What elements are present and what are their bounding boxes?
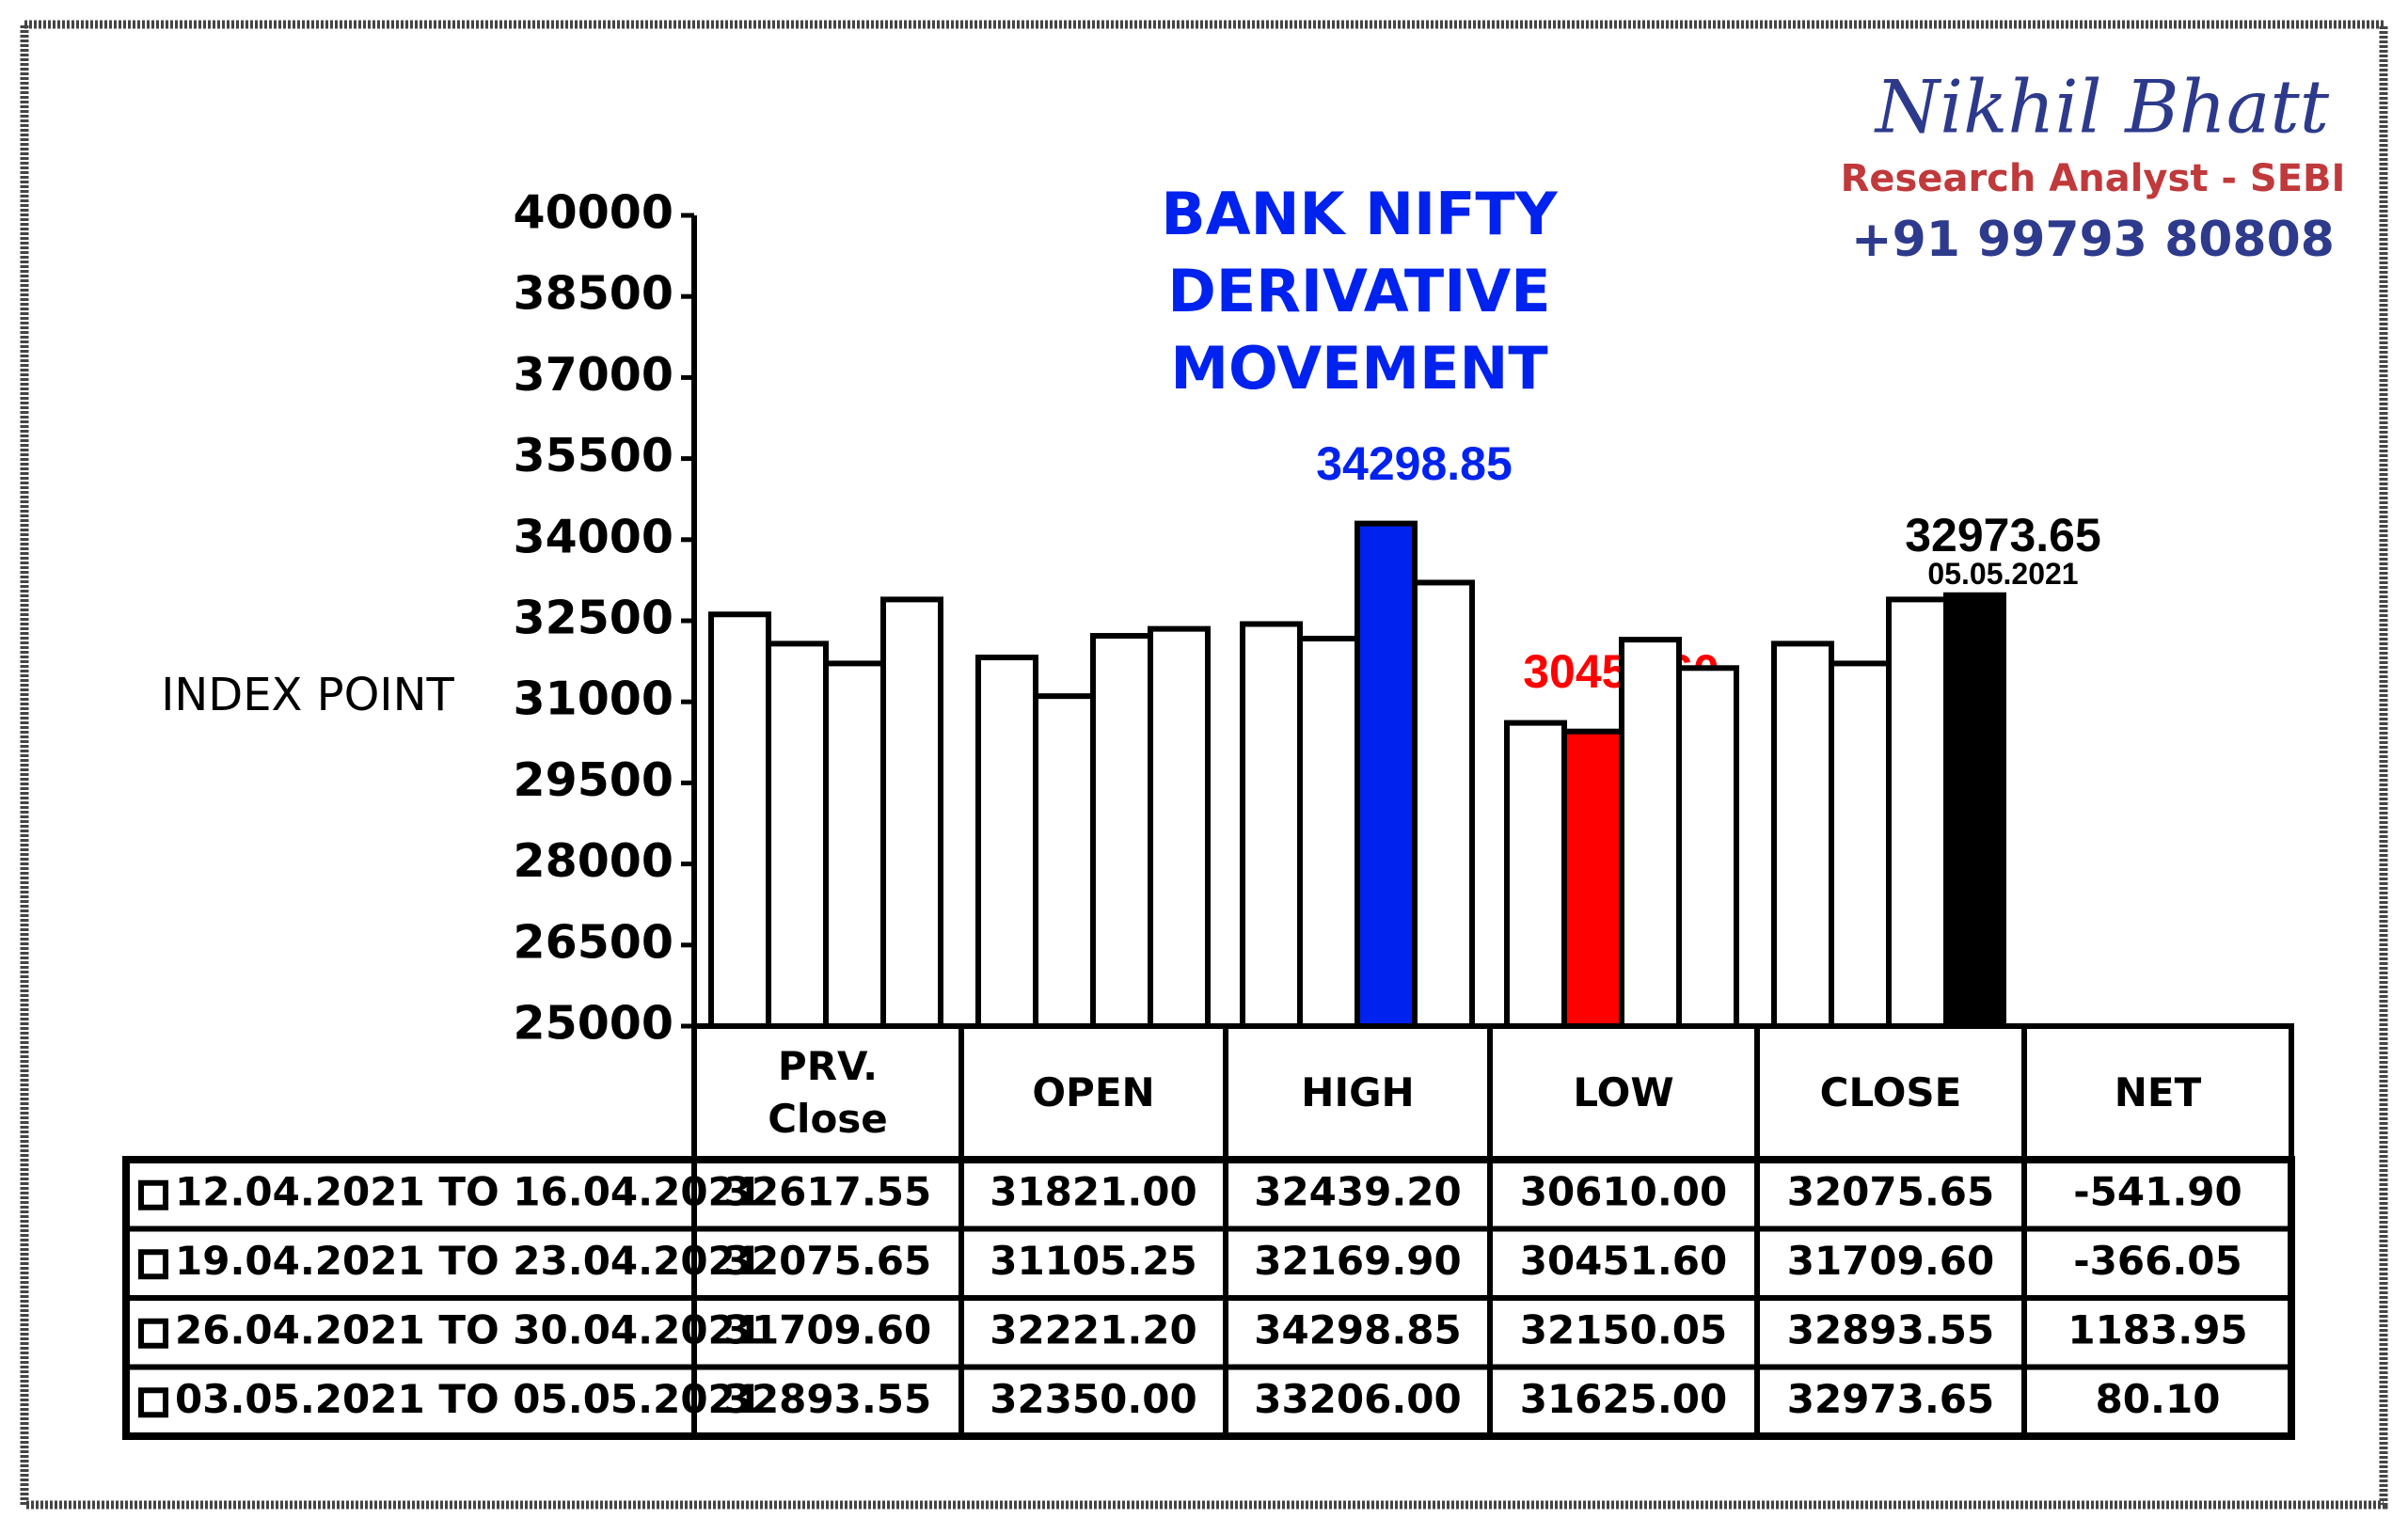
callout-date: 05.05.2021 <box>1927 557 2078 591</box>
bar <box>975 655 1038 1029</box>
table-value: 32439.20 <box>1254 1168 1462 1214</box>
table-value: 32169.90 <box>1254 1238 1462 1284</box>
author-name: Nikhil Bhatt <box>1874 66 2330 150</box>
legend-swatch <box>138 1249 168 1280</box>
row-label: 26.04.2021 TO 30.04.2021 <box>175 1306 763 1352</box>
table-value: 32617.55 <box>724 1168 932 1214</box>
y-axis-label: INDEX POINT <box>161 669 454 721</box>
y-tick-label: 34000 <box>514 510 673 563</box>
table-value: 32221.20 <box>990 1306 1197 1352</box>
table-value: 31709.60 <box>724 1306 932 1352</box>
column-header: PRV. Close <box>768 1043 888 1142</box>
y-tick-label: 31000 <box>514 672 673 726</box>
column-header: OPEN <box>1032 1069 1155 1115</box>
bar <box>1148 625 1211 1029</box>
legend-swatch <box>138 1387 168 1418</box>
column-header: NET <box>2114 1069 2202 1115</box>
table-value: 1183.95 <box>2067 1306 2247 1352</box>
y-tick-label: 38500 <box>514 267 673 321</box>
table-value: 32350.00 <box>990 1376 1197 1422</box>
bar <box>880 596 943 1029</box>
chart-title: BANK NIFTY DERIVATIVE MOVEMENT <box>1161 180 1558 403</box>
table-value: 31709.60 <box>1787 1238 1995 1284</box>
bar <box>1771 640 1834 1029</box>
callout-label: 32973.65 <box>1905 509 2101 561</box>
table-value: 32075.65 <box>724 1238 932 1284</box>
author-phone: +91 99793 80808 <box>1851 212 2335 268</box>
table-value: 30451.60 <box>1520 1238 1728 1284</box>
column-header: HIGH <box>1301 1069 1415 1115</box>
bar <box>1943 592 2006 1029</box>
bar <box>1412 579 1475 1029</box>
table-value: 80.10 <box>2096 1376 2221 1422</box>
bar <box>1297 635 1360 1029</box>
table-value: 31105.25 <box>990 1238 1197 1284</box>
y-tick-label: 37000 <box>514 348 673 402</box>
bar <box>1829 660 1892 1029</box>
bar <box>1090 633 1153 1030</box>
y-tick-label: 28000 <box>514 834 673 888</box>
table-value: -541.90 <box>2073 1168 2242 1214</box>
table-value: 32150.05 <box>1520 1306 1728 1352</box>
y-tick-label: 29500 <box>514 753 673 807</box>
table-value: 32893.55 <box>724 1376 932 1422</box>
bar <box>1561 728 1624 1029</box>
table-value: 32075.65 <box>1787 1168 1995 1214</box>
table-value: 31821.00 <box>990 1168 1197 1214</box>
bar <box>1504 720 1567 1029</box>
author-role: Research Analyst - SEBI <box>1841 157 2346 200</box>
table-value: -366.05 <box>2073 1238 2242 1284</box>
table-value: 31625.00 <box>1520 1376 1728 1422</box>
legend-swatch <box>138 1179 168 1210</box>
row-label: 19.04.2021 TO 23.04.2021 <box>175 1238 763 1284</box>
bar <box>1354 520 1418 1029</box>
table-value: 34298.85 <box>1254 1306 1462 1352</box>
bar <box>1240 621 1303 1029</box>
frame <box>20 20 2388 1510</box>
bar <box>1886 596 1949 1029</box>
callout-label: 34298.85 <box>1316 437 1513 490</box>
y-tick-label: 25000 <box>514 997 673 1051</box>
legend-swatch <box>138 1318 168 1349</box>
row-label: 12.04.2021 TO 16.04.2021 <box>175 1168 763 1214</box>
y-tick-label: 32500 <box>514 592 673 645</box>
bar <box>1619 637 1682 1029</box>
table-border <box>122 1156 2295 1440</box>
column-header: CLOSE <box>1819 1069 1962 1115</box>
bar <box>1676 665 1739 1029</box>
table-value: 30610.00 <box>1520 1168 1728 1214</box>
bar <box>708 611 771 1030</box>
row-label: 03.05.2021 TO 05.05.2021 <box>175 1376 763 1422</box>
column-header: LOW <box>1573 1069 1674 1115</box>
table-value: 32973.65 <box>1787 1376 1995 1422</box>
table-value: 32893.55 <box>1787 1306 1995 1352</box>
bar <box>1033 693 1096 1029</box>
y-tick-label: 26500 <box>514 915 673 969</box>
table-value: 33206.00 <box>1254 1376 1462 1422</box>
bar <box>823 660 886 1029</box>
bar <box>766 640 829 1029</box>
y-tick-label: 35500 <box>514 429 673 482</box>
y-tick-label: 40000 <box>514 186 673 240</box>
